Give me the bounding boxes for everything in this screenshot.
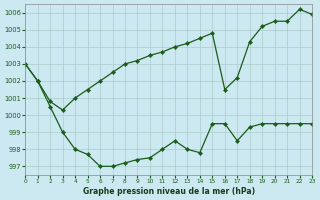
X-axis label: Graphe pression niveau de la mer (hPa): Graphe pression niveau de la mer (hPa)	[83, 187, 255, 196]
